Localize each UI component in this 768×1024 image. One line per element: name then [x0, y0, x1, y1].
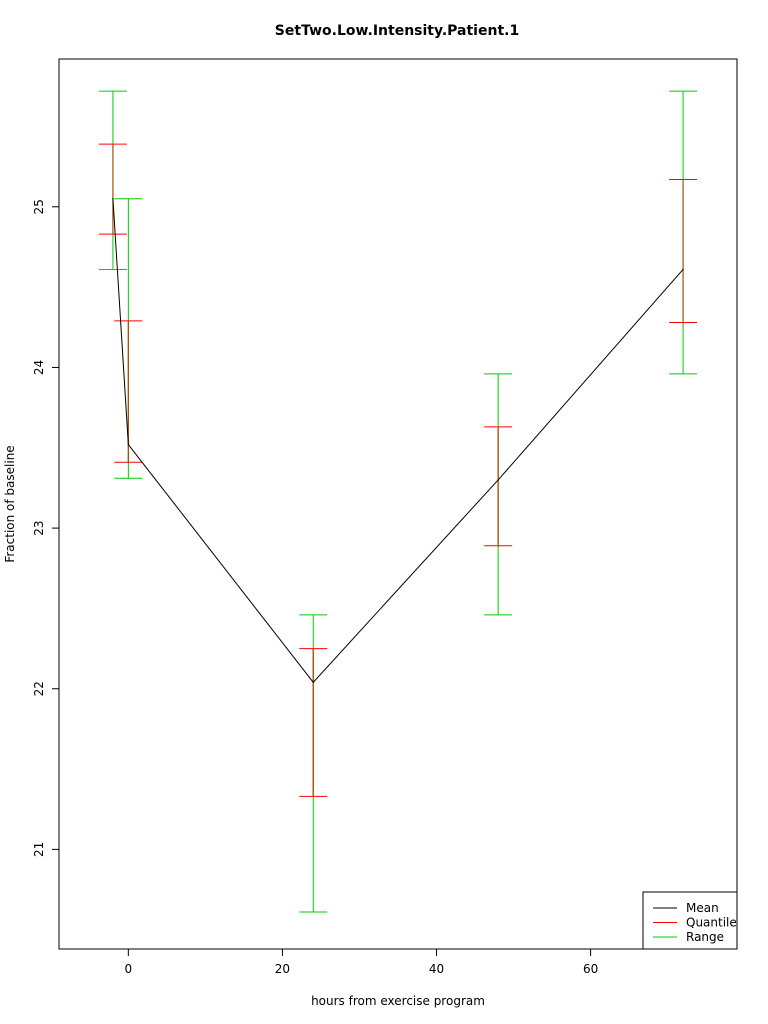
y-tick-label: 21 [32, 842, 46, 857]
x-axis: 0 20 40 60 [125, 948, 598, 976]
mean-series [112, 198, 684, 684]
plot-frame [58, 58, 738, 950]
quantile-bars [98, 143, 698, 797]
range-bars [98, 90, 698, 913]
chart-title: SetTwo.Low.Intensity.Patient.1 [275, 23, 519, 39]
mean-line [112, 198, 684, 684]
legend-label: Range [686, 930, 724, 944]
mean-point [112, 198, 114, 200]
y-tick-label: 25 [32, 199, 46, 214]
legend-label: Mean [686, 901, 719, 915]
mean-point [127, 443, 129, 446]
mean-point [312, 681, 314, 683]
x-tick-label: 60 [583, 962, 598, 976]
legend-label: Quantile [686, 916, 737, 930]
x-axis-label: hours from exercise program [311, 994, 485, 1008]
x-tick-label: 20 [275, 962, 290, 976]
y-tick-label: 22 [32, 681, 46, 696]
y-axis: 21 22 23 24 25 [32, 199, 60, 857]
mean-point [497, 479, 499, 481]
y-axis-label: Fraction of baseline [3, 445, 17, 562]
y-tick-label: 23 [32, 520, 46, 535]
overlap-bars [112, 144, 684, 797]
y-tick-label: 24 [32, 360, 46, 375]
legend-box [642, 891, 738, 950]
x-tick-label: 40 [429, 962, 444, 976]
x-tick-label: 0 [125, 962, 133, 976]
mean-point [682, 268, 684, 271]
